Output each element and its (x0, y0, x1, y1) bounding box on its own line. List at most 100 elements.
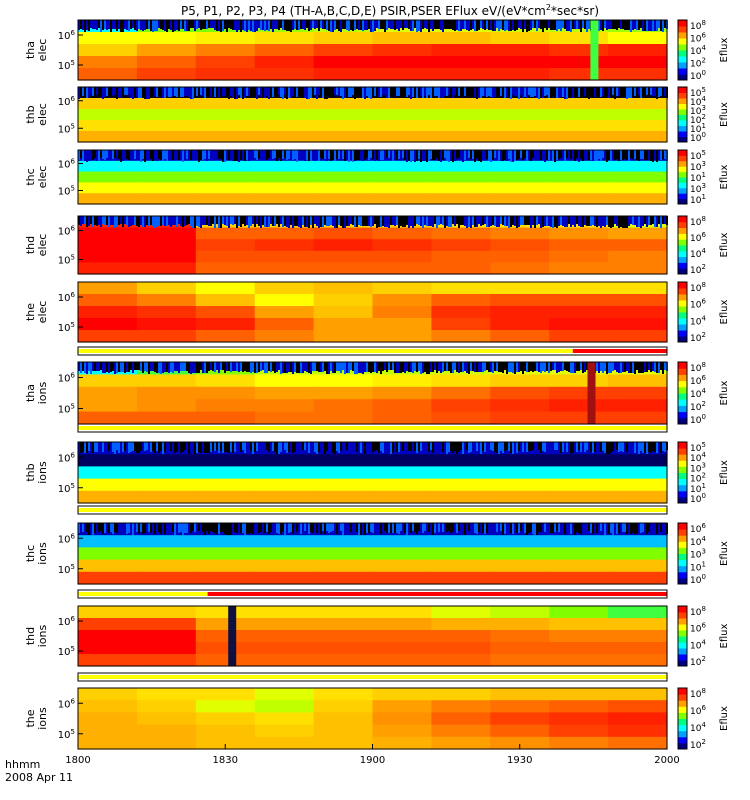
noise-column (270, 362, 272, 372)
noise-column (562, 523, 564, 533)
noise-column (428, 216, 430, 226)
noise-column (122, 150, 124, 161)
spectrogram-cell (431, 712, 491, 726)
noise-column (476, 523, 478, 534)
spectrogram-cell (431, 466, 491, 480)
noise-column (220, 442, 222, 451)
noise-column (612, 150, 614, 160)
noise-column (586, 523, 588, 533)
spectrogram-cell (136, 227, 197, 240)
noise-column (304, 150, 306, 161)
colorbar-tick-label: 106 (690, 622, 706, 635)
noise-column (606, 150, 608, 162)
panel-frame (77, 441, 668, 504)
noise-column (352, 150, 354, 162)
noise-column (306, 20, 308, 28)
noise-column (404, 216, 406, 227)
noise-column (364, 87, 366, 99)
spectrogram-cell (490, 559, 550, 573)
spectrogram-cell (78, 182, 138, 194)
noise-column (188, 20, 190, 31)
spectrogram-cell (490, 120, 550, 132)
colorbar-swatch (678, 648, 687, 655)
spectrogram-cell (313, 559, 374, 573)
colorbar-swatch (678, 460, 687, 467)
noise-column (440, 20, 442, 30)
noise-column (372, 20, 374, 32)
spectrogram-cell (136, 454, 197, 467)
noise-column (232, 362, 234, 371)
noise-column (122, 442, 124, 452)
noise-column (334, 87, 336, 95)
noise-column (606, 20, 608, 30)
colorbar-swatch (678, 417, 687, 425)
noise-column (536, 87, 538, 98)
noise-column (142, 20, 144, 31)
noise-column (164, 150, 166, 159)
noise-column (354, 523, 356, 532)
panel-ylabel: thbelec (24, 103, 49, 126)
noise-column (554, 362, 556, 370)
noise-column (390, 150, 392, 160)
noise-column (648, 362, 650, 370)
noise-column (390, 87, 392, 97)
noise-column (598, 216, 600, 226)
spectrogram-cell (549, 490, 609, 504)
noise-column (350, 20, 352, 30)
spectrogram-cell (195, 239, 256, 252)
noise-column (234, 87, 236, 99)
colorbar-label: Eflux (719, 102, 730, 127)
noise-column (440, 216, 442, 224)
noise-column (628, 87, 630, 98)
noise-column (566, 20, 568, 31)
status-segment (78, 349, 573, 353)
noise-column (260, 523, 262, 532)
noise-column (336, 87, 338, 95)
colorbar-tick-label: 101 (690, 171, 706, 184)
noise-column (648, 216, 650, 225)
noise-column (182, 150, 184, 162)
noise-column (568, 20, 570, 31)
noise-column (470, 150, 472, 159)
noise-column (582, 362, 584, 373)
noise-column (364, 442, 366, 454)
noise-column (82, 523, 84, 532)
noise-column (388, 87, 390, 98)
noise-column (110, 87, 112, 96)
colorbar-tick-label: 104 (690, 314, 706, 327)
noise-column (572, 87, 574, 98)
noise-column (286, 216, 288, 227)
noise-column (138, 150, 140, 160)
noise-column (348, 362, 350, 373)
noise-column (424, 362, 426, 372)
noise-column (294, 523, 296, 533)
noise-column (130, 20, 132, 29)
noise-column (498, 20, 500, 31)
noise-column (496, 87, 498, 95)
spectrogram-cell (195, 478, 256, 492)
y-tick-label: 105 (58, 645, 75, 658)
noise-column (578, 150, 580, 162)
noise-column (164, 523, 166, 534)
spectrogram-cell (254, 294, 315, 307)
x-axis-label-hhmm: hhmm (5, 758, 40, 771)
noise-column (374, 216, 376, 224)
noise-column (354, 150, 356, 161)
noise-column (456, 216, 458, 224)
noise-column (310, 20, 312, 30)
spectrogram-cell (195, 688, 256, 701)
noise-column (650, 442, 652, 453)
noise-column (120, 87, 122, 98)
noise-column (244, 442, 246, 453)
noise-column (660, 150, 662, 160)
spectrogram-cell (490, 724, 550, 738)
noise-column (264, 362, 266, 373)
noise-column (390, 362, 392, 370)
noise-column (542, 150, 544, 158)
noise-column (86, 150, 88, 162)
noise-column (234, 442, 236, 452)
noise-column (338, 20, 340, 31)
noise-column (398, 442, 400, 452)
noise-column (78, 362, 80, 371)
